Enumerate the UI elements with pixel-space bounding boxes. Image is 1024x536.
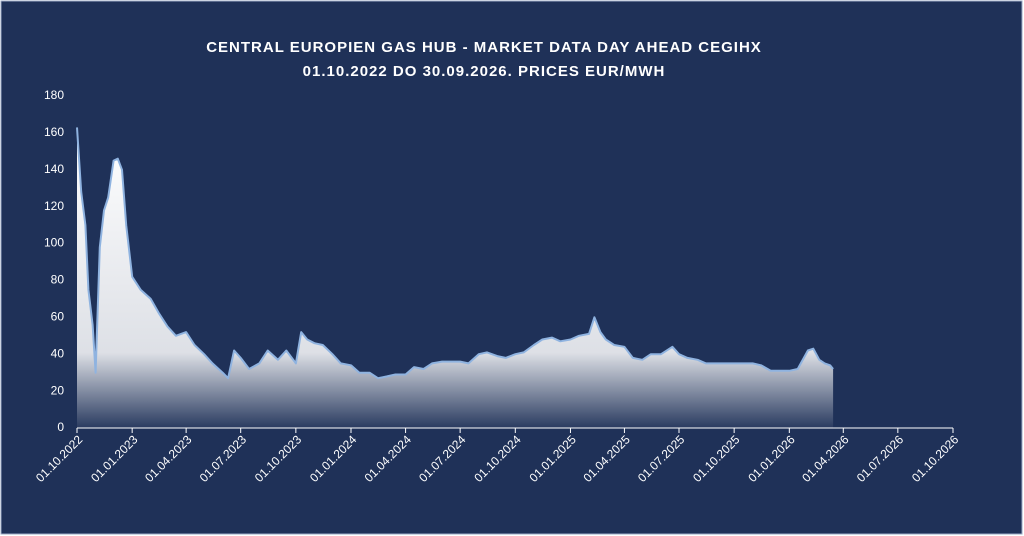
y-tick-label: 0 (57, 420, 64, 434)
y-tick-label: 120 (44, 199, 64, 213)
y-tick-label: 100 (44, 236, 64, 250)
line (76, 127, 834, 380)
area (77, 127, 834, 429)
y-tick-label: 160 (44, 125, 64, 139)
y-tick-label: 140 (44, 162, 64, 176)
chart-subtitle: 01.10.2022 DO 30.09.2026. PRICES EUR/MWH (303, 63, 666, 80)
y-tick-label: 20 (51, 383, 65, 397)
y-tick-label: 40 (51, 346, 65, 360)
chart-title: CENTRAL EUROPIEN GAS HUB - MARKET DATA D… (206, 39, 762, 56)
y-tick-label: 60 (51, 310, 65, 324)
y-tick-label: 180 (44, 88, 64, 102)
y-tick-label: 80 (51, 273, 65, 287)
